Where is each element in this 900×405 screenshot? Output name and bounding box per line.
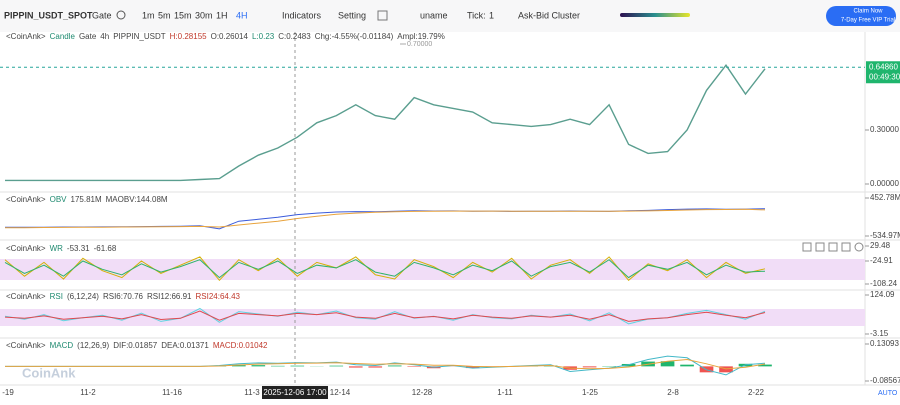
wr-band bbox=[0, 259, 865, 280]
tick-label: 452.78M bbox=[870, 193, 900, 202]
legend-item: DIF:0.01857 bbox=[113, 341, 158, 350]
time-label: 11-16 bbox=[162, 388, 182, 397]
histogram-bar bbox=[252, 365, 266, 366]
legend-item: <CoinAnk> bbox=[6, 195, 46, 204]
legend-item: Gate bbox=[79, 32, 97, 41]
heat-slider[interactable] bbox=[620, 13, 690, 17]
toolbar bbox=[0, 0, 900, 32]
legend-item: OBV bbox=[50, 195, 68, 204]
exchange[interactable]: Gate bbox=[92, 10, 112, 20]
histogram-bar bbox=[349, 366, 363, 367]
interval[interactable]: 5m bbox=[158, 10, 171, 20]
time-label: 11-2 bbox=[80, 388, 96, 397]
histogram-bar bbox=[388, 366, 402, 367]
legend-item: RSI bbox=[50, 292, 63, 301]
legend-item: 4h bbox=[100, 32, 109, 41]
histogram-bar bbox=[407, 366, 421, 367]
symbol[interactable]: PIPPIN_USDT_SPOT bbox=[4, 10, 93, 20]
legend-item: O:0.26014 bbox=[211, 32, 249, 41]
watermark: CoinAnk bbox=[22, 365, 76, 380]
legend-item: C:0.2483 bbox=[278, 32, 311, 41]
interval[interactable]: 1m bbox=[142, 10, 155, 20]
promo-line[interactable]: Claim Now bbox=[853, 9, 883, 15]
high-note: 0.70000 bbox=[407, 41, 432, 48]
legend-item: RSI12:66.91 bbox=[147, 292, 192, 301]
time-label: 11-3 bbox=[244, 388, 260, 397]
histogram-bar bbox=[680, 365, 694, 367]
promo-line[interactable]: 7-Day Free VIP Trial bbox=[841, 18, 895, 24]
legend-item: RSI6:70.76 bbox=[103, 292, 144, 301]
legend-item: <CoinAnk> bbox=[6, 341, 46, 350]
legend-item: <CoinAnk> bbox=[6, 32, 46, 41]
legend-item: MAOBV:144.08M bbox=[106, 195, 168, 204]
tick-label: 29.48 bbox=[870, 241, 891, 250]
legend-item: <CoinAnk> bbox=[6, 292, 46, 301]
tick-label: -0.08567 bbox=[870, 376, 900, 385]
last-price-label: 0.64860 bbox=[869, 62, 898, 71]
legend-item: L:0.23 bbox=[252, 32, 275, 41]
time-label: 1-25 bbox=[582, 388, 599, 397]
legend-item: Ampl:19.79% bbox=[397, 32, 445, 41]
histogram-bar bbox=[329, 366, 343, 367]
legend-item: (12,26,9) bbox=[77, 341, 109, 350]
countdown: 00:49:30 bbox=[869, 72, 900, 81]
tick-label: 0.00000 bbox=[870, 179, 899, 188]
time-label: -19 bbox=[2, 388, 14, 397]
tick-label: Tick: bbox=[467, 10, 486, 20]
legend-item: H:0.28155 bbox=[170, 32, 207, 41]
indicators-button[interactable]: Indicators bbox=[282, 10, 322, 20]
time-label: 12-14 bbox=[330, 388, 351, 397]
legend-item: 175.81M bbox=[71, 195, 102, 204]
tick-label: 0.30000 bbox=[870, 125, 899, 134]
interval[interactable]: 30m bbox=[195, 10, 213, 20]
setting-button[interactable]: Setting bbox=[338, 10, 366, 20]
tick-label: -534.97M bbox=[870, 231, 900, 240]
histogram-bar bbox=[368, 366, 382, 367]
histogram-bar bbox=[290, 366, 304, 367]
legend-item: MACD bbox=[50, 341, 74, 350]
legend-item: (6,12,24) bbox=[67, 292, 99, 301]
interval-active[interactable]: 4H bbox=[236, 10, 248, 20]
tick-label: -24.91 bbox=[870, 256, 893, 265]
legend-item: -53.31 bbox=[67, 244, 90, 253]
legend-item: MACD:0.01042 bbox=[213, 341, 268, 350]
histogram-bar bbox=[583, 366, 597, 367]
interval[interactable]: 1H bbox=[216, 10, 228, 20]
tick-label: -3.15 bbox=[870, 329, 889, 338]
legend-item: PIPPIN_USDT bbox=[113, 32, 166, 41]
tick-label: 0.13093 bbox=[870, 339, 899, 348]
legend-item: <CoinAnk> bbox=[6, 244, 46, 253]
auto-button[interactable]: AUTO bbox=[878, 390, 898, 397]
time-label: 2-22 bbox=[748, 388, 765, 397]
tick-value[interactable]: 1 bbox=[489, 10, 494, 20]
interval[interactable]: 15m bbox=[174, 10, 192, 20]
legend-item: Chg:-4.55%(-0.01184) bbox=[315, 32, 394, 41]
time-label: 1-11 bbox=[497, 388, 513, 397]
user[interactable]: uname bbox=[420, 10, 448, 20]
legend-item: DEA:0.01371 bbox=[161, 341, 209, 350]
time-label: 12-28 bbox=[412, 388, 433, 397]
tick-label: 124.09 bbox=[870, 290, 895, 299]
cluster-button[interactable]: Ask-Bid Cluster bbox=[518, 10, 580, 20]
legend-item: Candle bbox=[50, 32, 76, 41]
legend-item: -61.68 bbox=[94, 244, 117, 253]
tick-label: -108.24 bbox=[870, 279, 898, 288]
legend-item: RSI24:64.43 bbox=[195, 292, 240, 301]
legend-item: WR bbox=[50, 244, 64, 253]
crosshair-time: 2025-12-06 17:00 bbox=[263, 388, 327, 397]
histogram-bar bbox=[271, 366, 285, 367]
time-label: 2-8 bbox=[667, 388, 679, 397]
